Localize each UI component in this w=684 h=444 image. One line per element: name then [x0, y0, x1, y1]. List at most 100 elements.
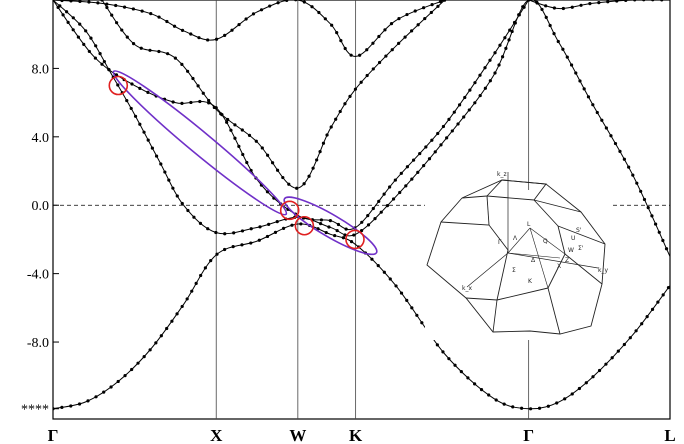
band-point — [94, 44, 98, 48]
band-point — [459, 370, 463, 374]
band-point — [410, 177, 414, 181]
band-point — [249, 241, 253, 245]
band-point — [310, 5, 314, 9]
band-point — [223, 232, 227, 236]
band-point — [416, 23, 420, 27]
band-point — [609, 134, 613, 138]
band-point — [517, 13, 521, 17]
band-point — [223, 33, 227, 38]
band-point — [131, 42, 136, 46]
band-point — [290, 223, 294, 227]
band-point — [244, 17, 248, 21]
band-point — [546, 404, 550, 408]
band-point — [159, 334, 163, 338]
band-point — [323, 17, 327, 21]
band-point — [172, 24, 177, 28]
band-point — [287, 182, 291, 186]
band-point — [411, 158, 416, 162]
band-point — [418, 151, 422, 156]
band-point — [397, 17, 401, 21]
band-point — [338, 109, 342, 114]
band-point — [447, 117, 451, 121]
band-point — [478, 93, 482, 98]
band-point — [334, 117, 338, 121]
band-point — [302, 182, 306, 186]
bz-label-s-prime: S' — [576, 227, 582, 234]
band-point — [115, 21, 119, 25]
band-point — [664, 247, 669, 251]
band-point — [186, 69, 190, 73]
band-point — [569, 63, 574, 67]
band-point — [508, 28, 512, 32]
band-point — [196, 84, 200, 88]
band-point — [415, 313, 419, 317]
band-point — [212, 105, 216, 110]
band-point — [600, 118, 604, 122]
band-point — [129, 106, 133, 111]
band-point — [473, 101, 477, 105]
band-point — [69, 0, 73, 3]
y-tick-label: 4.0 — [32, 131, 50, 146]
band-point — [404, 184, 408, 188]
band-point — [186, 208, 190, 213]
band-point — [650, 214, 654, 218]
band-point — [146, 90, 150, 94]
band-point — [198, 221, 203, 225]
band-point — [154, 154, 159, 158]
band-point — [398, 190, 402, 195]
band-point — [511, 405, 515, 409]
band-point — [563, 397, 567, 401]
band-point — [394, 284, 398, 288]
band-point — [123, 374, 127, 378]
band-point — [624, 0, 628, 2]
band-point — [467, 108, 471, 112]
band-point — [251, 12, 256, 16]
band-point — [642, 0, 646, 2]
band-point — [441, 350, 445, 354]
band-point — [260, 146, 264, 150]
band-line-4 — [101, 0, 446, 189]
band-point — [343, 46, 347, 51]
band-point — [194, 281, 198, 285]
band-point — [371, 67, 375, 71]
band-point — [82, 42, 86, 46]
band-point — [433, 150, 437, 154]
band-point — [653, 222, 658, 226]
band-point — [214, 37, 219, 41]
band-point — [370, 257, 374, 261]
band-point — [240, 243, 244, 247]
band-point — [102, 59, 106, 64]
band-point — [628, 336, 632, 340]
band-point — [275, 168, 280, 172]
band-point — [384, 54, 388, 58]
band-point — [173, 56, 177, 60]
band-point — [86, 399, 90, 403]
band-point — [254, 139, 258, 143]
band-point — [281, 175, 285, 180]
band-point — [610, 356, 614, 360]
band-point — [582, 87, 586, 91]
y-tick-label: -8.0 — [27, 336, 49, 351]
band-point — [438, 0, 443, 4]
band-point — [473, 382, 477, 386]
band-point — [436, 4, 440, 8]
band-point — [574, 71, 578, 75]
band-point — [270, 161, 275, 165]
band-point — [405, 165, 410, 169]
band-point — [359, 229, 364, 233]
band-point — [388, 185, 392, 189]
band-line-6 — [528, 0, 670, 10]
band-point — [245, 160, 249, 165]
band-point — [343, 233, 347, 237]
band-point — [295, 186, 299, 190]
band-point — [391, 197, 396, 201]
band-point — [329, 125, 333, 129]
band-point — [87, 0, 91, 4]
band-point — [422, 163, 426, 168]
band-point — [358, 53, 362, 57]
band-point — [640, 322, 644, 326]
band-point — [258, 225, 262, 229]
band-point — [240, 128, 244, 132]
band-point — [376, 264, 380, 268]
band-point — [206, 227, 210, 231]
